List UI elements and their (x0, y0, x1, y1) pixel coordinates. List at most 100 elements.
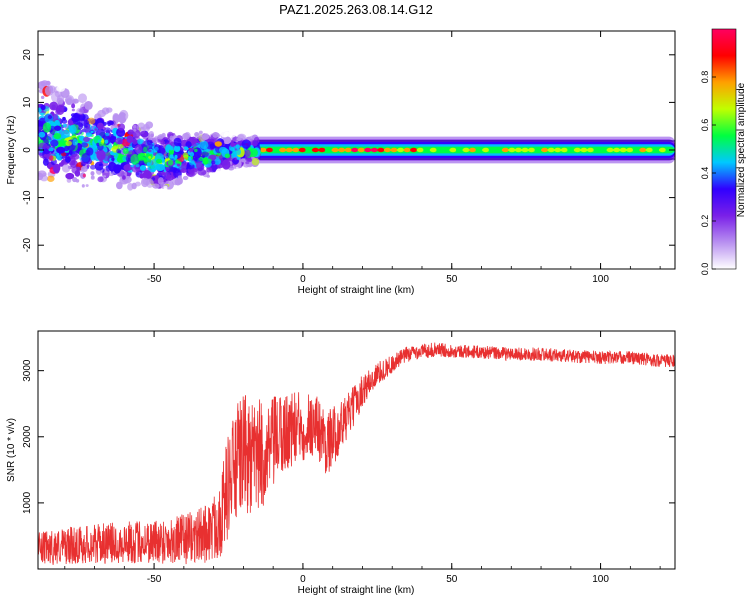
spectrogram-blob (42, 158, 49, 166)
spectrogram-blob (201, 151, 209, 157)
spectrogram-cell (292, 147, 300, 153)
spectrogram-blob (50, 91, 61, 103)
spectrogram-blob (214, 141, 222, 147)
spectrogram-blob (145, 178, 154, 188)
spectrogram-blob (139, 130, 148, 137)
spectrogram-blob (65, 172, 75, 180)
spectrogram-blob (184, 156, 189, 160)
spectrogram-cell (423, 147, 431, 153)
spectrogram-blob (228, 150, 232, 154)
spectrogram-blob (146, 162, 151, 167)
spectrogram-cell (370, 147, 378, 153)
spectrogram-y-tick-label: 20 (22, 49, 33, 61)
spectrogram-x-tick-label: 100 (592, 274, 609, 285)
spectrogram-blob (205, 158, 213, 164)
snr-x-ticks: -50 0 50 100 (64, 331, 661, 585)
spectrogram-blob (214, 158, 221, 165)
spectrogram-blob (50, 139, 59, 147)
spectrogram-blob (38, 170, 47, 178)
spectrogram-blob (224, 153, 231, 159)
spectrogram-blob (123, 164, 133, 171)
spectrogram-blob (192, 147, 202, 159)
spectrogram-cell (606, 147, 614, 153)
spectrogram-cell (593, 147, 601, 153)
snr-y-tick-label: 1000 (22, 491, 33, 514)
colorbar-frame (711, 28, 737, 270)
spectrogram-blob (46, 133, 54, 141)
colorbar-tick-label: 0.2 (700, 215, 710, 228)
spectrogram-blob (151, 137, 160, 144)
spectrogram-x-ticks: -50 0 50 100 (64, 31, 661, 285)
spectrogram-blob (80, 165, 88, 173)
spectrogram-blob (127, 129, 134, 135)
spectrogram-blob (49, 101, 59, 111)
spectrogram-blob (177, 177, 183, 185)
spectrogram-blob (80, 142, 89, 148)
spectrogram-cell (541, 147, 549, 153)
snr-panel: -50 0 50 100 1000 2000 3000 Height of straigh… (6, 330, 676, 596)
spectrogram-blob (86, 164, 90, 168)
spectrogram-blob (189, 168, 198, 176)
snr-frame (37, 330, 676, 570)
spectrogram-cell (318, 147, 326, 153)
spectrogram-blob (96, 149, 106, 161)
spectrogram-cell (272, 147, 280, 153)
snr-y-tick-label: 3000 (22, 359, 33, 382)
spectrogram-blob (191, 138, 197, 145)
spectrogram-blob (97, 122, 104, 130)
spectrogram-blob (226, 172, 233, 178)
spectrogram-blob (182, 132, 190, 140)
spectrogram-heatmap (38, 35, 675, 210)
spectrogram-cell (573, 147, 581, 153)
spectrogram-blob (169, 154, 174, 159)
spectrogram-cell (403, 147, 411, 153)
spectrogram-blob (145, 121, 154, 129)
colorbar-tick-label: 0.4 (700, 167, 710, 180)
spectrogram-blob (213, 170, 222, 182)
spectrogram-blob (91, 176, 95, 179)
colorbar: 0.0 0.2 0.4 0.6 0.8 Normalized spectral ampl… (700, 28, 747, 275)
colorbar-tick-label: 0.8 (700, 71, 710, 84)
spectrogram-blob (56, 146, 66, 154)
spectrogram-blob (78, 93, 87, 104)
spectrogram-blob (178, 128, 184, 133)
spectrogram-blob (198, 156, 204, 162)
spectrogram-blob (90, 171, 95, 176)
spectrogram-blob (235, 148, 242, 156)
spectrogram-blob (48, 85, 56, 94)
spectrogram-blob (75, 178, 80, 183)
spectrogram-blob (165, 166, 170, 172)
spectrogram-blob (134, 181, 141, 187)
spectrogram-blob (85, 184, 89, 187)
spectrogram-blob (130, 154, 140, 165)
spectrogram-blob (71, 160, 76, 166)
spectrogram-blob (232, 136, 239, 142)
spectrogram-blob (112, 113, 120, 122)
spectrogram-blob (105, 132, 110, 137)
spectrogram-blob (155, 158, 163, 164)
spectrogram-blob (135, 164, 140, 168)
spectrogram-blob (184, 125, 188, 128)
spectrogram-cell (442, 147, 450, 153)
spectrogram-cell (324, 147, 333, 153)
spectrogram-cell (619, 147, 627, 153)
snr-x-label: Height of straight line (km) (298, 585, 415, 596)
spectrogram-blob (117, 123, 126, 131)
spectrogram-blob (161, 111, 170, 119)
spectrogram-blob (116, 190, 124, 199)
spectrogram-blob (205, 141, 216, 150)
spectrogram-blob (108, 161, 117, 172)
spectrogram-blob (176, 163, 181, 167)
spectrogram-cell (534, 147, 542, 153)
spectrogram-blob (52, 164, 60, 173)
spectrogram-blob (62, 116, 66, 121)
spectrogram-cell (560, 147, 568, 153)
spectrogram-blob (147, 107, 156, 116)
spectrogram-blob (137, 138, 143, 145)
spectrogram-cell (311, 147, 320, 153)
spectrogram-blob (189, 125, 197, 134)
spectrogram-blob (197, 168, 207, 176)
spectrogram-blob (133, 129, 137, 132)
spectrogram-cell (259, 147, 267, 153)
spectrogram-blob (179, 121, 184, 127)
